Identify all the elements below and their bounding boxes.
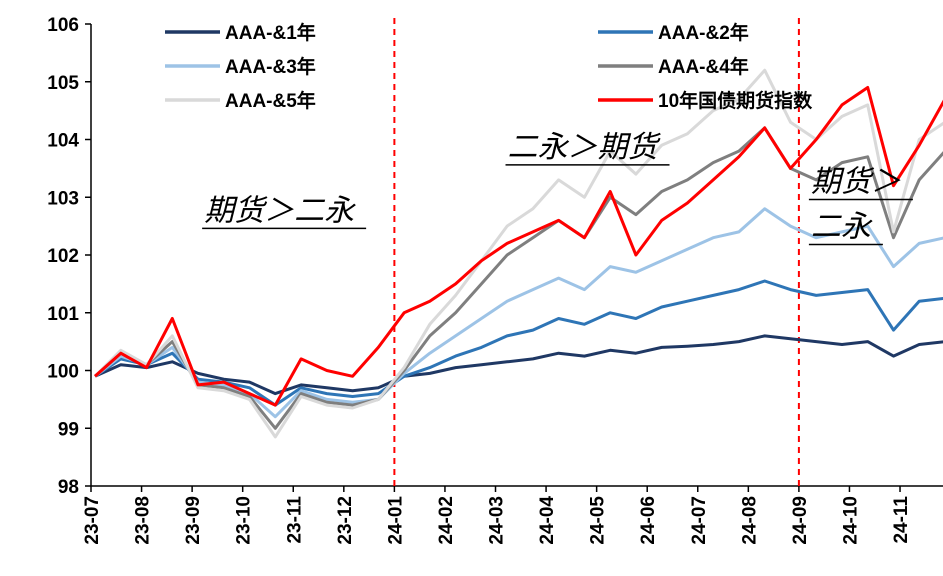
- legend: AAA-&1年 AAA-&2年 AAA-&3年 AAA-&4年 AAA-&5年 10年国债…: [165, 21, 813, 112]
- annotation-2-0: 期货＞: [811, 164, 901, 199]
- legend-label-1: AAA-&2年: [658, 21, 749, 44]
- x-tick-label: 24-11: [891, 496, 912, 544]
- annotation-1-0: 二永＞期货: [508, 130, 662, 165]
- x-tick-label: 24-03: [487, 496, 508, 545]
- x-tick-label: 24-07: [689, 496, 710, 545]
- x-tick-label: 23-09: [183, 496, 204, 545]
- legend-label-5: 10年国债期货指数: [658, 89, 813, 112]
- axes: 98 99 100 101 102 103 104 105 106 23-07 23-08 23-09…: [47, 15, 943, 545]
- annotation-0-0: 期货＞二永: [204, 193, 356, 228]
- x-tick-label: 23-08: [133, 496, 154, 545]
- x-tick-label: 23-12: [335, 496, 356, 545]
- y-tick-label: 100: [47, 362, 79, 383]
- x-tick-label: 23-07: [82, 496, 103, 545]
- legend-label-0: AAA-&1年: [225, 21, 316, 44]
- x-tick-label: 24-04: [537, 496, 558, 545]
- y-tick-label: 99: [58, 419, 79, 440]
- x-tick-label: 24-01: [385, 496, 406, 545]
- series-line-0: [94, 334, 943, 396]
- y-tick-label: 102: [47, 246, 79, 267]
- series-line-1: [94, 279, 943, 407]
- legend-label-2: AAA-&3年: [225, 55, 316, 78]
- series-line-4: [93, 68, 943, 439]
- series-line-5: [93, 86, 943, 407]
- x-tick-label: 24-02: [436, 496, 457, 545]
- series-lines: [93, 68, 943, 439]
- y-tick-label: 104: [47, 131, 79, 152]
- y-tick-label: 103: [47, 188, 79, 209]
- y-tick-label: 105: [47, 73, 79, 94]
- x-tick-label: 23-11: [284, 496, 305, 544]
- annotation-2-1: 二永: [811, 209, 873, 244]
- legend-label-3: AAA-&4年: [658, 55, 749, 78]
- x-tick-label: 24-09: [790, 496, 811, 545]
- x-tick-label: 24-05: [588, 496, 609, 545]
- legend-label-4: AAA-&5年: [225, 89, 316, 112]
- x-tick-label: 24-08: [739, 496, 760, 545]
- reference-lines: [393, 18, 800, 486]
- x-tick-label: 24-10: [840, 496, 861, 545]
- y-tick-label: 98: [58, 477, 79, 498]
- x-tick-label: 24-06: [638, 496, 659, 545]
- x-tick-label: 23-10: [234, 496, 255, 545]
- series-line-3: [93, 126, 943, 430]
- y-tick-label: 106: [47, 15, 79, 36]
- y-tick-label: 101: [47, 304, 79, 325]
